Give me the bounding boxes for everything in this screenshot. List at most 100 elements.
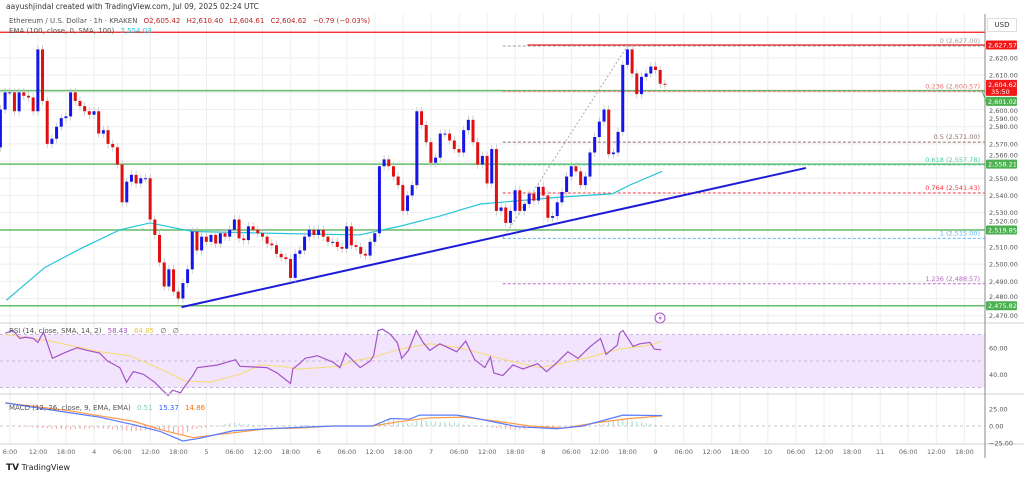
candle-bearish xyxy=(115,147,119,165)
ema-value: 2,554.03 xyxy=(120,27,152,35)
candle-bearish xyxy=(26,95,30,98)
candle-bullish xyxy=(190,231,194,270)
currency-button[interactable]: USD xyxy=(987,18,1017,32)
candle-bearish xyxy=(22,92,26,96)
price-tick-label: 2,560.00 xyxy=(989,152,1018,160)
candle-bearish xyxy=(340,246,344,249)
candle-bullish xyxy=(466,119,470,131)
candle-bearish xyxy=(654,66,657,71)
time-tick-label: 06:00 xyxy=(787,448,806,456)
candle-bearish xyxy=(87,111,91,115)
candle-bearish xyxy=(452,140,456,150)
candle-bullish xyxy=(410,185,414,196)
price-tick-label: 2,590.00 xyxy=(989,115,1018,123)
candle-bullish xyxy=(551,216,555,218)
candle-bearish xyxy=(504,207,508,223)
candle-countdown: 35:50 xyxy=(991,88,1010,96)
candle-bullish xyxy=(368,241,372,256)
candle-bearish xyxy=(214,234,218,244)
time-tick-label: 06:00 xyxy=(225,448,244,456)
candle-bearish xyxy=(485,155,489,184)
candle-bearish xyxy=(279,253,283,258)
price-tick-label: 2,600.00 xyxy=(989,107,1018,115)
rsi-value: 58.43 xyxy=(107,327,128,335)
candle-bearish xyxy=(321,229,325,237)
candle-bullish xyxy=(602,109,606,122)
candle-bullish xyxy=(522,204,526,211)
candle-bearish xyxy=(176,291,180,299)
macd-label: MACD (12, 26, close, 9, EMA, EMA) xyxy=(9,404,131,412)
time-tick-label: 11 xyxy=(876,448,884,456)
time-tick-label: 12:00 xyxy=(253,448,272,456)
candle-bearish xyxy=(448,133,452,141)
symbol-title[interactable]: Ethereum / U.S. Dollar · 1h · KRAKEN xyxy=(9,17,138,25)
candle-bullish xyxy=(181,283,185,299)
price-tick-label: 2,490.00 xyxy=(989,278,1018,286)
time-tick-label: 6 xyxy=(317,448,321,456)
tradingview-logo[interactable]: TV TradingView xyxy=(6,463,70,473)
macd-legend[interactable]: MACD (12, 26, close, 9, EMA, EMA) 0.51 1… xyxy=(9,404,209,412)
price-label-text: 2,627.57 xyxy=(988,41,1017,49)
candle-bearish xyxy=(359,246,363,254)
candle-bearish xyxy=(172,269,176,292)
candle-bullish xyxy=(209,234,213,242)
ohlc-low: L2,604.61 xyxy=(229,17,265,25)
time-tick-label: 18:00 xyxy=(281,448,300,456)
time-tick-label: 12:00 xyxy=(590,448,609,456)
price-label-text: 2,558.21 xyxy=(988,161,1017,169)
candle-bullish xyxy=(597,121,601,138)
price-label-box xyxy=(986,301,1017,311)
candle-bullish xyxy=(317,229,321,235)
candle-bullish xyxy=(0,109,2,148)
rsi-tick-label: 40.00 xyxy=(989,371,1008,379)
price-tick-label: 2,610.00 xyxy=(989,72,1018,80)
time-tick-label: 10 xyxy=(764,448,772,456)
fib-level-label: 0.764 (2,541.43) xyxy=(925,184,980,192)
time-tick-label: 9 xyxy=(654,448,658,456)
candle-bullish xyxy=(569,166,573,177)
candle-bearish xyxy=(134,174,138,184)
candle-bullish xyxy=(434,157,438,163)
candle-bullish xyxy=(17,92,21,112)
price-tick-label: 2,540.00 xyxy=(989,192,1018,200)
fib-level-label: 1.236 (2,488.57) xyxy=(925,275,980,283)
candle-bullish xyxy=(513,190,517,211)
rsi-label: RSI (14, close, SMA, 14, 2) xyxy=(9,327,102,335)
time-tick-label: 5 xyxy=(204,448,208,456)
candle-bearish xyxy=(663,83,667,85)
candle-bearish xyxy=(223,233,227,237)
macd-line xyxy=(5,402,663,442)
candle-bullish xyxy=(593,137,597,153)
candle-bullish xyxy=(167,269,171,287)
price-label-box xyxy=(986,159,1017,169)
price-label-text: 2,604.62 xyxy=(988,81,1017,89)
candle-bullish xyxy=(382,159,386,167)
price-tick-label: 2,580.00 xyxy=(989,123,1018,131)
time-tick-label: 12:00 xyxy=(366,448,385,456)
candle-bearish xyxy=(83,106,87,112)
price-label-box xyxy=(986,225,1017,235)
candle-bullish xyxy=(92,111,96,115)
candle-bearish xyxy=(607,109,611,155)
time-tick-label: 06:00 xyxy=(113,448,132,456)
candle-bullish xyxy=(69,92,73,117)
candle-bullish xyxy=(36,49,40,112)
candle-bullish xyxy=(293,253,297,278)
ema-legend[interactable]: EMA (100, close, 0, SMA, 100) 2,554.03 xyxy=(9,27,156,35)
alert-icon[interactable] xyxy=(654,312,666,324)
candle-bullish xyxy=(462,130,466,153)
candle-bearish xyxy=(391,166,395,177)
price-labels: 2,627.572,604.6235:502,601.022,558.212,5… xyxy=(981,40,1017,311)
candle-bullish xyxy=(588,152,592,177)
candle-bullish xyxy=(129,174,133,182)
axes: 6:00 12:00 18:00 4 06:00 12:00 18:00 5 06:00 12:0… xyxy=(0,14,1024,458)
rsi-legend[interactable]: RSI (14, close, SMA, 14, 2) 58.43 64.85 … xyxy=(9,327,183,335)
ohlc-close: C2,604.62 xyxy=(270,17,307,25)
candle-bearish xyxy=(256,229,260,234)
candle-bearish xyxy=(546,195,550,218)
candle-bearish xyxy=(289,259,293,278)
candle-bullish xyxy=(298,250,302,254)
candle-bearish xyxy=(242,238,246,241)
macd-pane xyxy=(0,402,985,442)
